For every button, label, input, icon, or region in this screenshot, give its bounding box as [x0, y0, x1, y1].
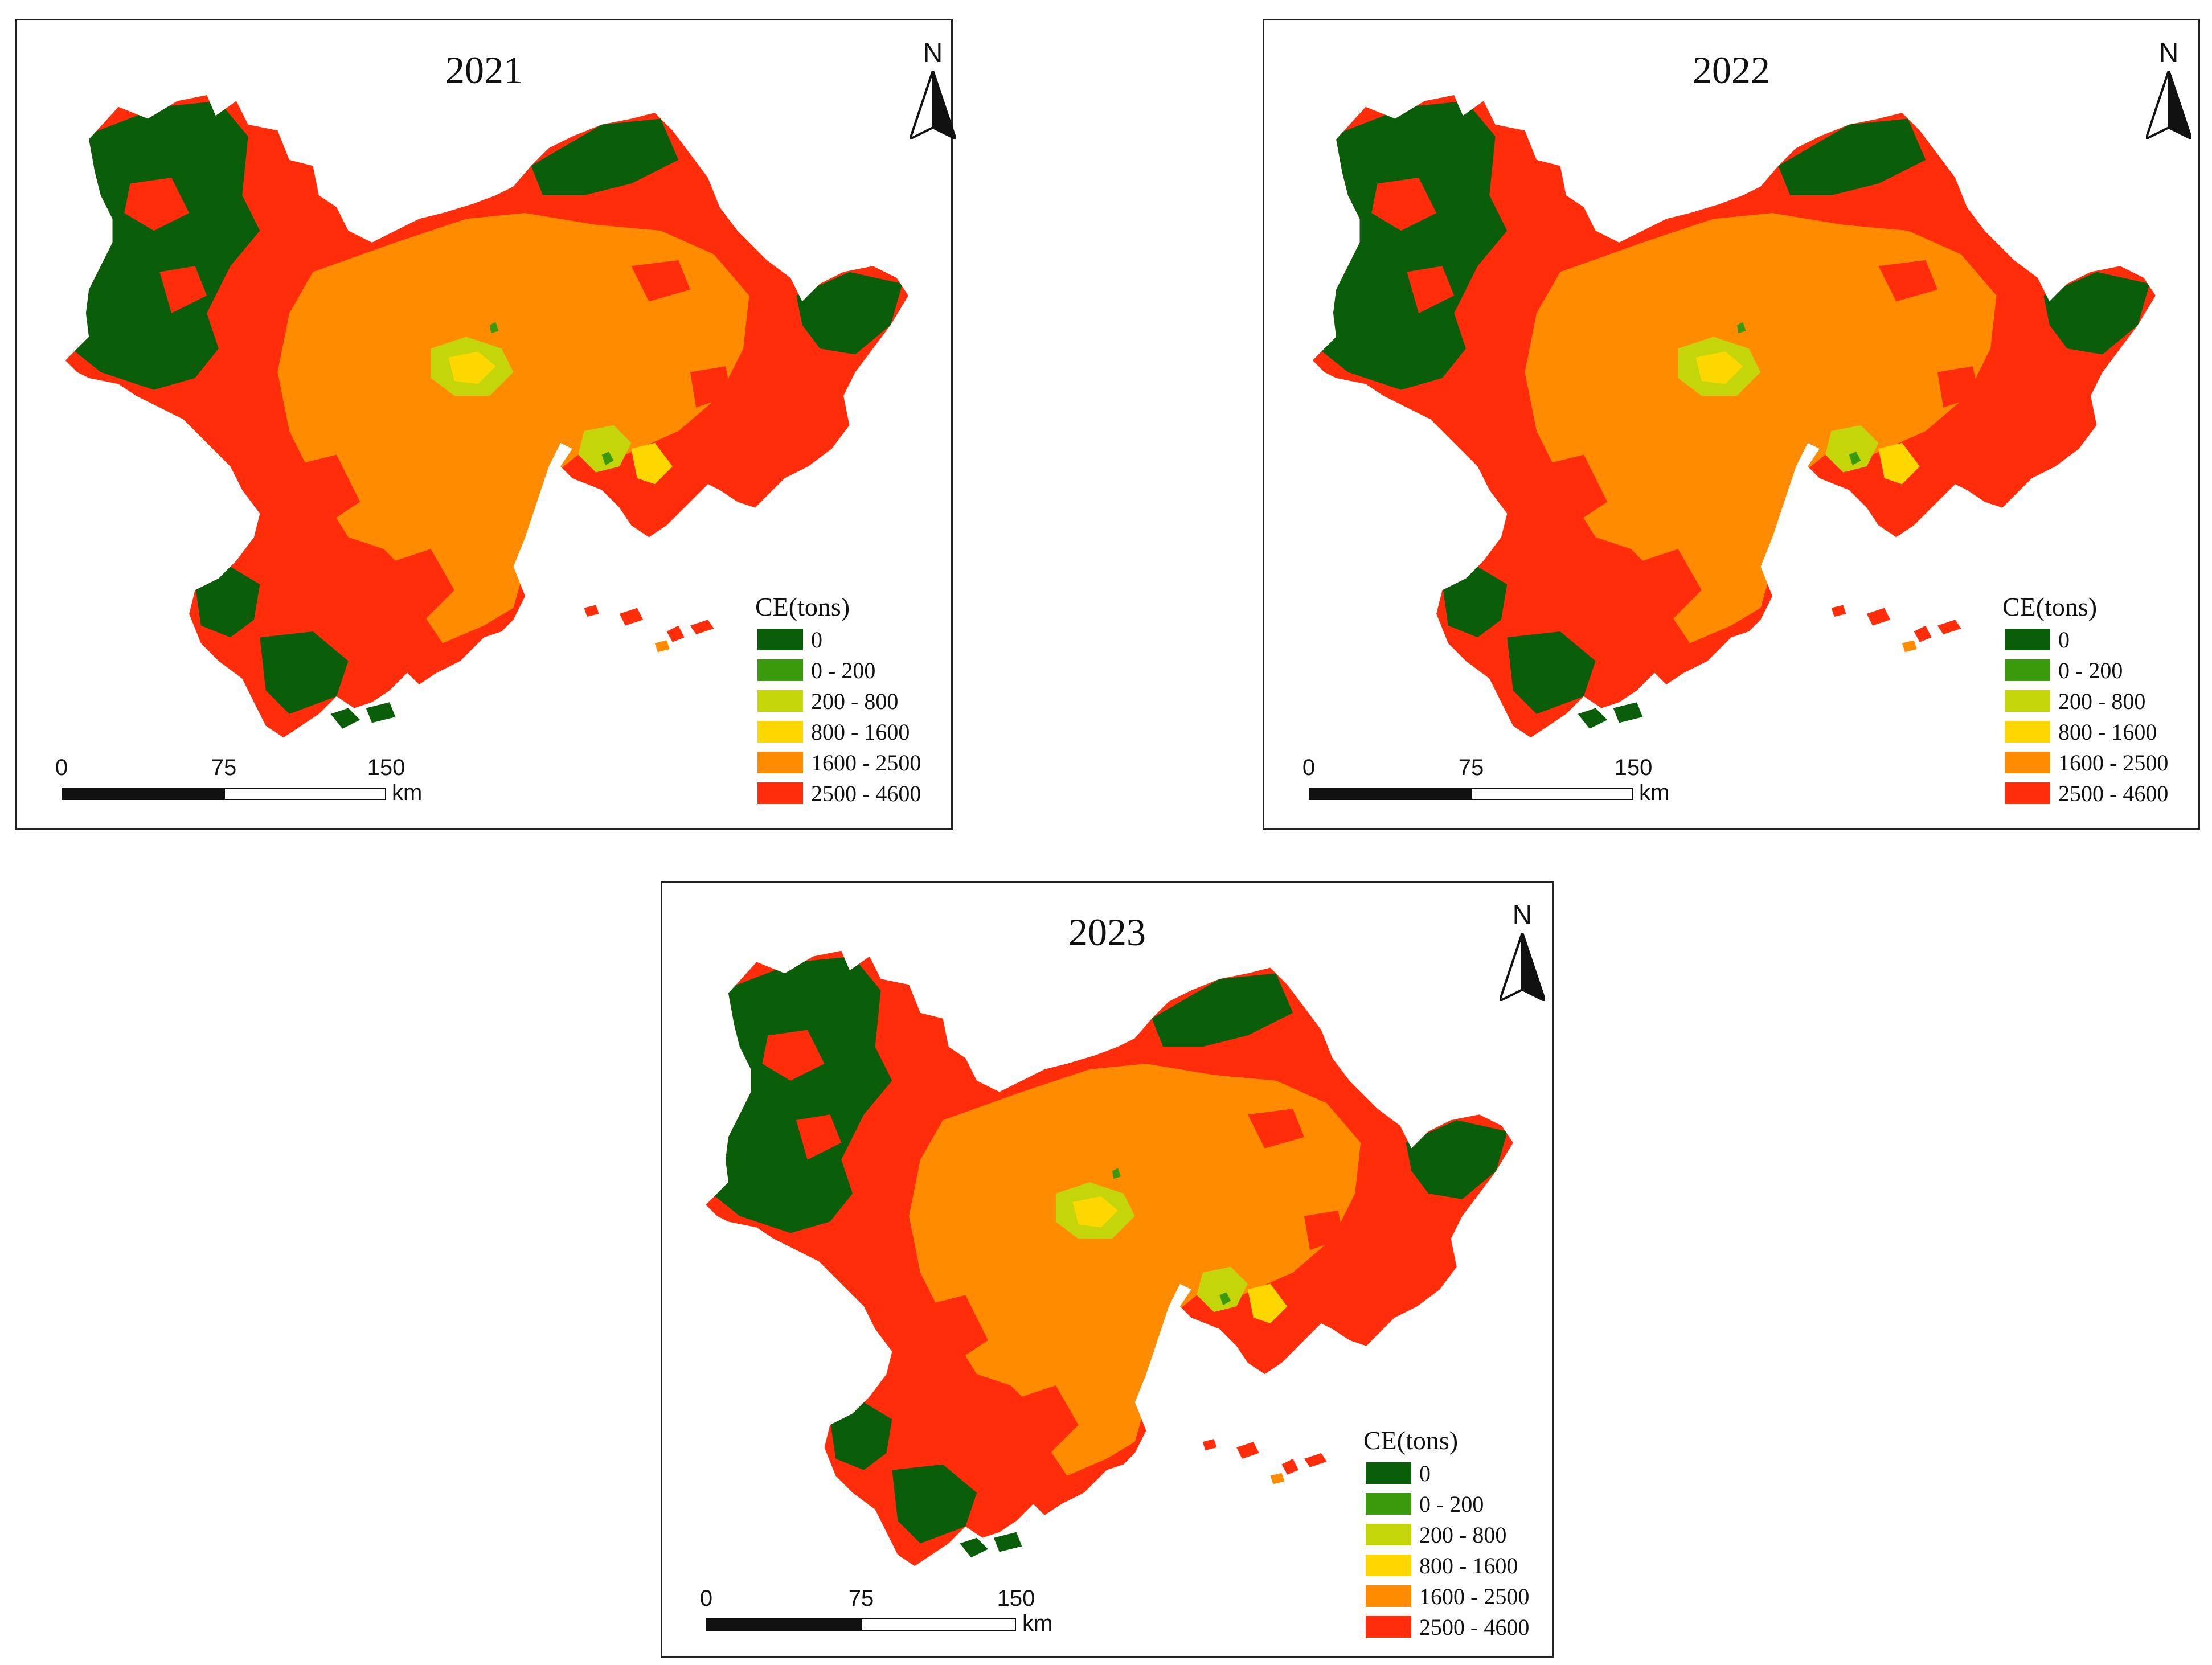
scale-unit: km: [392, 780, 423, 805]
scale-bar: 0 75 150 km: [700, 1586, 1071, 1654]
scale-tick: 75: [848, 1586, 874, 1611]
north-label: N: [923, 38, 943, 68]
legend-label: 1600 - 2500: [2058, 749, 2169, 776]
scale-tick: 150: [367, 755, 405, 780]
legend-swatch: [757, 690, 803, 712]
legend-item: 800 - 1600: [2005, 716, 2198, 747]
legend-item: 2500 - 4600: [757, 778, 951, 809]
legend-label: 0 - 200: [1419, 1491, 1484, 1517]
scale-segment-white: [224, 788, 386, 800]
legend-swatch: [2005, 752, 2050, 773]
scale-tick: 0: [699, 1586, 713, 1611]
legend-swatch: [757, 629, 803, 650]
legend-label: 800 - 1600: [2058, 719, 2157, 745]
legend-swatch: [757, 721, 803, 743]
legend-item: 0: [757, 624, 951, 655]
legend-swatch: [1366, 1555, 1411, 1576]
legend-title: CE(tons): [2002, 592, 2098, 621]
map-panel-2023: 2023 N CE(tons) 0 0 - 200 200 - 800 800 …: [661, 881, 1554, 1658]
legend-label: 0 - 200: [2058, 657, 2123, 683]
legend-item: 0 - 200: [2005, 655, 2198, 686]
scale-tick: 75: [211, 755, 237, 780]
legend-label: 200 - 800: [1419, 1522, 1507, 1548]
legend-item: 0: [1366, 1458, 1559, 1488]
scale-segment-black: [62, 788, 224, 800]
legend-label: 1600 - 2500: [1419, 1583, 1530, 1609]
legend-item: 200 - 800: [2005, 686, 2198, 716]
legend-label: 800 - 1600: [811, 719, 910, 745]
north-label: N: [1512, 900, 1533, 930]
legend-swatch: [2005, 659, 2050, 681]
north-label: N: [2158, 38, 2179, 68]
legend-item: 2500 - 4600: [1366, 1611, 1559, 1642]
map-panel-2021: 2021 N CE(tons) 0 0 - 200 200 - 800 800 …: [15, 19, 956, 830]
legend-swatch: [757, 782, 803, 804]
scale-tick: 0: [55, 755, 68, 780]
legend-label: 800 - 1600: [1419, 1552, 1518, 1578]
legend: CE(tons) 0 0 - 200 200 - 800 800 - 1600 …: [2002, 590, 2198, 809]
north-arrow: N: [904, 38, 961, 151]
scale-segment-black: [706, 1618, 861, 1631]
legend-label: 2500 - 4600: [1419, 1614, 1530, 1640]
legend-item: 200 - 800: [757, 686, 951, 716]
panel-title: 2021: [445, 48, 523, 92]
legend-item: 800 - 1600: [757, 716, 951, 747]
legend-item: 0 - 200: [1366, 1488, 1559, 1519]
panel-title: 2022: [1693, 48, 1770, 92]
scale-tick: 150: [997, 1586, 1035, 1611]
legend-label: 0: [1419, 1460, 1431, 1486]
legend-label: 2500 - 4600: [2058, 780, 2169, 806]
map-panel-2022: 2022 N CE(tons) 0 0 - 200 200 - 800 800 …: [1263, 19, 2200, 830]
legend-swatch: [1366, 1493, 1411, 1515]
legend-swatch: [1366, 1585, 1411, 1607]
north-arrow: N: [1494, 900, 1551, 1014]
scale-segment-black: [1309, 788, 1471, 800]
legend-item: 2500 - 4600: [2005, 778, 2198, 809]
legend-item: 800 - 1600: [1366, 1550, 1559, 1581]
legend-swatch: [2005, 721, 2050, 743]
legend-title: CE(tons): [755, 592, 850, 621]
legend-item: 1600 - 2500: [2005, 747, 2198, 778]
scale-tick: 0: [1302, 755, 1316, 780]
legend-title: CE(tons): [1363, 1426, 1459, 1455]
legend-item: 0 - 200: [757, 655, 951, 686]
scale-segment-white: [1471, 788, 1633, 800]
legend-label: 2500 - 4600: [811, 780, 921, 806]
legend-item: 200 - 800: [1366, 1519, 1559, 1550]
scale-tick: 75: [1458, 755, 1484, 780]
scale-tick: 150: [1614, 755, 1653, 780]
north-arrow-icon: [1500, 933, 1545, 1001]
legend-label: 0: [2058, 626, 2070, 653]
north-arrow-icon: [2146, 71, 2191, 139]
legend-swatch: [2005, 782, 2050, 804]
scale-bar: 0 75 150 km: [1302, 755, 1673, 823]
legend-label: 1600 - 2500: [811, 749, 921, 776]
legend-swatch: [2005, 690, 2050, 712]
scale-unit: km: [1639, 780, 1670, 805]
legend: CE(tons) 0 0 - 200 200 - 800 800 - 1600 …: [755, 590, 951, 809]
scale-unit: km: [1022, 1611, 1053, 1636]
north-arrow-icon: [910, 71, 956, 139]
legend-item: 1600 - 2500: [757, 747, 951, 778]
legend-swatch: [757, 752, 803, 773]
panel-title: 2023: [1068, 911, 1146, 954]
legend-label: 200 - 800: [811, 688, 899, 714]
scale-bar: 0 75 150 km: [55, 755, 426, 823]
legend-swatch: [757, 659, 803, 681]
legend-item: 0: [2005, 624, 2198, 655]
legend-item: 1600 - 2500: [1366, 1581, 1559, 1611]
legend: CE(tons) 0 0 - 200 200 - 800 800 - 1600 …: [1363, 1424, 1559, 1642]
north-arrow: N: [2140, 38, 2197, 151]
legend-label: 0: [811, 626, 822, 653]
legend-label: 200 - 800: [2058, 688, 2146, 714]
legend-swatch: [1366, 1524, 1411, 1545]
scale-segment-white: [861, 1618, 1016, 1631]
legend-swatch: [1366, 1462, 1411, 1484]
legend-swatch: [2005, 629, 2050, 650]
legend-label: 0 - 200: [811, 657, 876, 683]
legend-swatch: [1366, 1616, 1411, 1638]
